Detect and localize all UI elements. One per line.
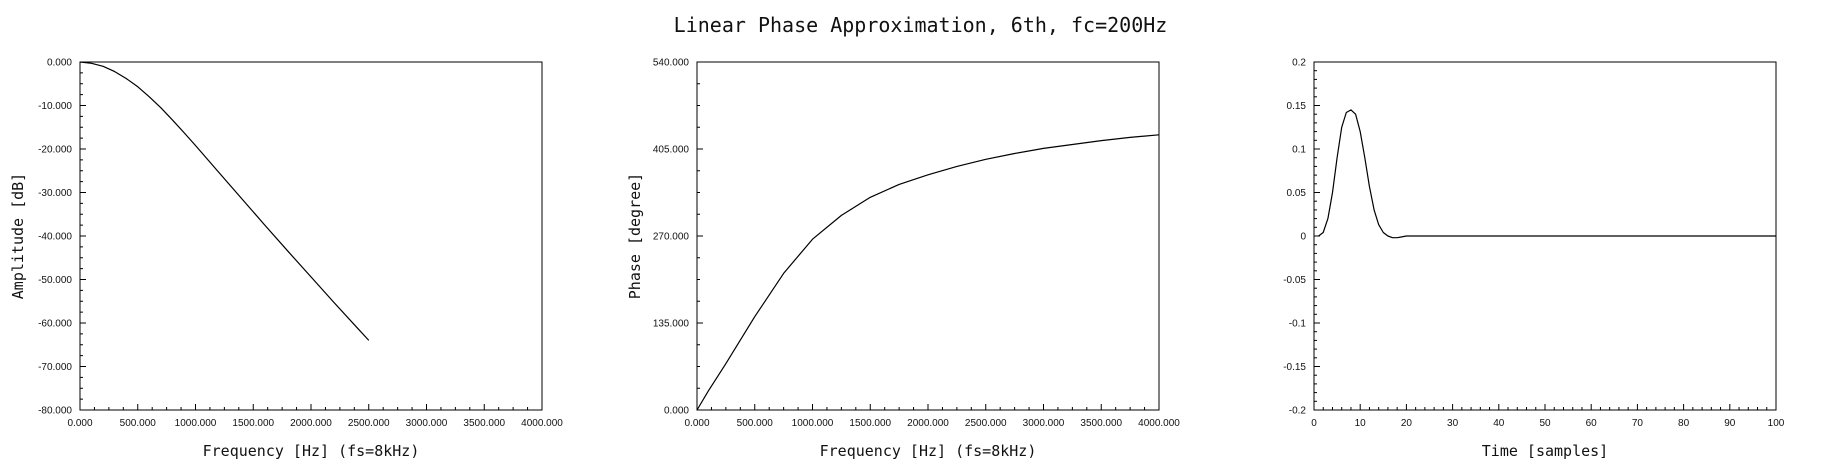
x-tick-label: 0.000: [67, 418, 92, 429]
series-line: [696, 134, 1160, 411]
x-tick-label: 70: [1632, 418, 1644, 429]
x-tick-label: 500.000: [737, 418, 774, 429]
x-axis-label: Frequency [Hz] (fs=8kHz): [203, 442, 420, 460]
x-tick-label: 1000.000: [175, 418, 217, 429]
x-tick-label: 3500.000: [1080, 418, 1122, 429]
x-tick-label: 60: [1586, 418, 1598, 429]
x-tick-label: 50: [1539, 418, 1551, 429]
x-tick-label: 4000.000: [1138, 418, 1180, 429]
x-tick-label: 2500.000: [965, 418, 1007, 429]
x-axis-label: Time [samples]: [1482, 442, 1608, 460]
y-tick-label: 0.000: [664, 406, 689, 417]
x-tick-label: 1500.000: [849, 418, 891, 429]
y-tick-label: 135.000: [653, 319, 690, 330]
y-tick-label: -50.000: [38, 275, 72, 286]
amplitude-plot: 0.000 500.000 1000.000 1500.000 2000.000 2500…: [9, 58, 563, 461]
y-tick-label: -0.05: [1283, 275, 1306, 286]
series-line: [1318, 109, 1776, 239]
y-tick-label: -0.2: [1289, 406, 1307, 417]
y-tick-label: -70.000: [38, 362, 72, 373]
x-tick-label: 90: [1724, 418, 1736, 429]
y-tick-label: -30.000: [38, 188, 72, 199]
x-axis-label: Frequency [Hz] (fs=8kHz): [820, 442, 1037, 460]
y-tick-label: 405.000: [653, 145, 690, 156]
y-tick-label: -80.000: [38, 406, 72, 417]
x-tick-label: 40: [1493, 418, 1505, 429]
figure-title: Linear Phase Approximation, 6th, fc=200H…: [673, 13, 1168, 37]
series-line: [79, 61, 370, 341]
y-tick-label: -60.000: [38, 319, 72, 330]
x-tick-label: 2000.000: [907, 418, 949, 429]
y-tick-label: -20.000: [38, 145, 72, 156]
x-tick-label: 30: [1447, 418, 1459, 429]
y-tick-label: 0.1: [1292, 145, 1306, 156]
y-tick-label: 0.000: [47, 58, 72, 69]
y-axis-label: Amplitude [dB]: [9, 173, 27, 299]
y-tick-label: -10.000: [38, 101, 72, 112]
x-tick-label: 2000.000: [290, 418, 332, 429]
phase-plot: 0.000 500.000 1000.000 1500.000 2000.000 2500…: [626, 58, 1180, 461]
y-tick-label: -0.15: [1283, 362, 1306, 373]
y-tick-label: -40.000: [38, 232, 72, 243]
x-tick-label: 100: [1768, 418, 1785, 429]
x-tick-label: 80: [1678, 418, 1690, 429]
y-tick-label: 0: [1300, 232, 1306, 243]
y-tick-label: 0.15: [1287, 101, 1307, 112]
x-tick-label: 1500.000: [232, 418, 274, 429]
x-tick-label: 3000.000: [1023, 418, 1065, 429]
x-tick-label: 3500.000: [463, 418, 505, 429]
plot-frame: [696, 61, 1160, 411]
y-tick-label: 270.000: [653, 232, 690, 243]
x-tick-label: 2500.000: [348, 418, 390, 429]
x-tick-label: 10: [1355, 418, 1367, 429]
plot-frame: [79, 61, 543, 411]
x-tick-label: 1000.000: [792, 418, 834, 429]
x-tick-label: 0: [1311, 418, 1317, 429]
y-tick-label: 0.05: [1287, 188, 1307, 199]
x-tick-label: 3000.000: [406, 418, 448, 429]
x-tick-label: 4000.000: [521, 418, 563, 429]
x-tick-label: 0.000: [684, 418, 709, 429]
y-tick-label: -0.1: [1289, 319, 1307, 330]
y-axis-label: Phase [degree]: [626, 173, 644, 299]
x-tick-label: 20: [1401, 418, 1413, 429]
x-tick-label: 500.000: [120, 418, 157, 429]
impulse-response-plot: 0 10 20 30 40 50 60 70 80 90 100 0.2 0.15 0.1 0.05 0 -0.…: [1283, 58, 1785, 461]
y-tick-label: 540.000: [653, 58, 690, 69]
y-tick-label: 0.2: [1292, 58, 1306, 69]
